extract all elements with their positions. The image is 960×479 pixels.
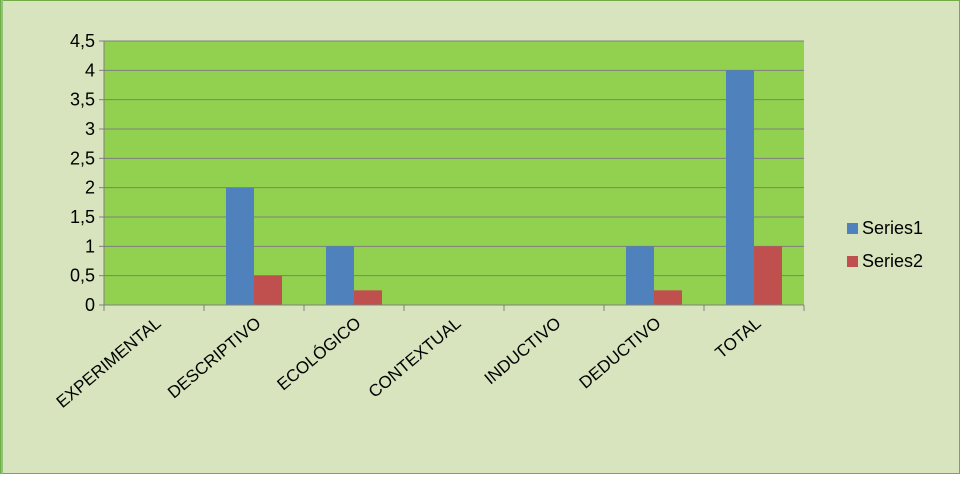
legend-label-series2: Series2: [862, 251, 923, 271]
y-tick-label: 3,5: [70, 90, 95, 110]
legend-swatch-series1: [847, 223, 858, 234]
bar-series1-5: [626, 246, 654, 305]
y-tick-label: 0: [85, 295, 95, 315]
gridlines: [104, 40, 804, 277]
y-tick-label: 2: [85, 178, 95, 198]
y-tick-label: 1,5: [70, 207, 95, 227]
bar-series2-2: [354, 290, 382, 305]
legend-label-series1: Series1: [862, 218, 923, 238]
plot-area: [104, 41, 804, 305]
bar-series2-1: [254, 275, 282, 305]
y-tick-label: 0,5: [70, 266, 95, 286]
y-tick-label: 4: [85, 60, 95, 80]
y-tick-label: 1: [85, 236, 95, 256]
bar-series1-1: [226, 187, 254, 305]
y-tick-label: 4,5: [70, 31, 95, 51]
y-tick-labels: 0 0,5 1 1,5 2 2,5 3 3,5 4 4,5: [70, 31, 104, 315]
legend-swatch-series2: [847, 256, 858, 267]
y-tick-label: 3: [85, 119, 95, 139]
y-tick-label: 2,5: [70, 148, 95, 168]
bar-series2-5: [654, 290, 682, 305]
bar-series1-6: [726, 70, 754, 305]
bar-series1-2: [326, 246, 354, 305]
bar-series2-6: [754, 246, 782, 305]
axes: [103, 41, 805, 311]
bars: [226, 70, 782, 305]
legend: Series1 Series2: [847, 218, 923, 271]
